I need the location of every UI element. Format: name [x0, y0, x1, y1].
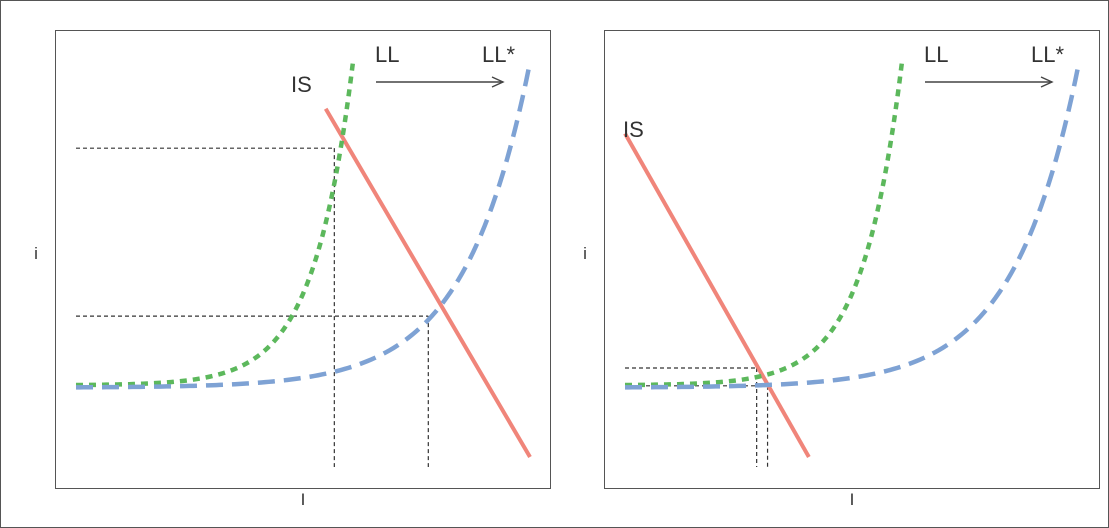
label-ll-star: LL*	[1031, 42, 1064, 67]
y-axis-label: i	[34, 244, 38, 263]
series-is-line	[323, 107, 532, 459]
x-axis-label: I	[850, 490, 855, 509]
y-axis-label: i	[583, 244, 587, 263]
chart-panel-1: IS LL LL* Ii	[34, 30, 551, 509]
series-ll-line	[624, 61, 905, 388]
label-is: IS	[623, 117, 644, 142]
series-ll-line	[75, 61, 356, 388]
label-is: IS	[291, 72, 312, 97]
series-is-line	[623, 132, 811, 458]
panel-frame	[604, 30, 1100, 489]
panel-frame	[55, 30, 551, 489]
label-ll: LL	[924, 42, 948, 67]
label-ll: LL	[375, 42, 399, 67]
x-axis-label: I	[301, 490, 306, 509]
chart-panel-2: IS LL LL* Ii	[583, 30, 1100, 509]
label-ll-star: LL*	[482, 42, 515, 67]
